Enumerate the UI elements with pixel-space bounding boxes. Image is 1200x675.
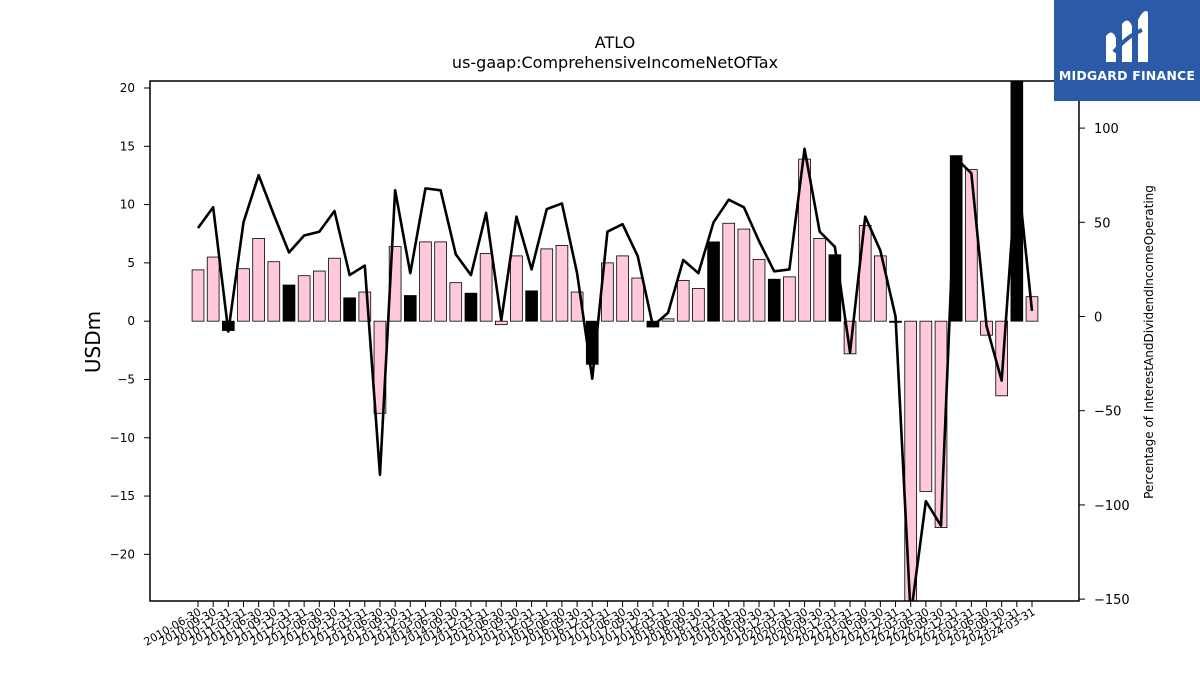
bar-2011-03-31 [237,268,250,322]
midgard-finance-logo: MIDGARD FINANCE [1054,0,1200,101]
bar-2018-09-30 [692,288,705,322]
bar-2020-09-30 [813,237,827,322]
bar-2016-06-30 [555,244,569,322]
bar-2012-12-31 [343,297,356,322]
bar-2010-09-30 [206,256,220,322]
y-tick-label: 20 [120,81,135,95]
bar-2015-03-31 [479,253,493,322]
bar-2020-12-31 [828,254,842,322]
y-tick-label: 15 [120,139,135,153]
bar-2011-09-30 [267,261,281,322]
y-tick-label: −10 [110,431,135,445]
bar-2019-09-30 [752,258,766,322]
chart-title: ATLO [595,33,635,52]
bar-2014-09-30 [449,282,463,322]
bar-2011-12-31 [282,284,296,322]
y-tick-label: 0 [127,314,135,328]
bar-2015-09-30 [510,255,523,322]
bar-2014-06-30 [434,241,447,322]
bar-2013-03-31 [358,291,372,322]
bar-2013-12-31 [403,295,417,322]
bar-2018-12-31 [707,241,720,322]
bar-2018-03-31 [661,318,675,322]
y-tick-label: −5 [117,372,135,386]
y-tick-label: −20 [110,547,135,561]
bar-2012-09-30 [328,257,341,322]
bar-2011-06-30 [252,237,265,322]
y2-tick-label: −150 [1094,593,1130,608]
bar-2017-06-30 [616,255,629,322]
y2-tick-label: 100 [1094,122,1119,137]
chart-subtitle: us-gaap:ComprehensiveIncomeNetOfTax [452,53,778,72]
y2-tick-label: 50 [1094,216,1111,231]
bar-2012-06-30 [312,270,326,322]
plot-frame [149,80,1080,602]
bar-2014-12-31 [464,292,478,322]
bar-2021-06-30 [858,225,872,322]
bar-2015-06-30 [494,320,508,326]
y2-tick-label: −100 [1094,499,1130,514]
y-tick-label: −15 [110,489,135,503]
bar-2016-03-31 [540,248,554,322]
y-axis-label: USDm [81,311,105,373]
logo-mark-icon [1106,11,1148,63]
bar-2015-12-31 [525,290,538,322]
bar-2022-09-30 [934,320,948,528]
bar-2023-03-31 [965,169,978,322]
bar-2010-06-30 [191,269,205,322]
y2-axis-label: Percentage of InterestAndDividendIncomeO… [1142,185,1156,499]
bar-2018-06-30 [676,279,690,322]
bar-2012-03-31 [297,275,311,322]
bar-2014-03-31 [419,241,432,322]
y-tick-label: 5 [127,256,135,270]
bar-2019-03-31 [722,222,736,322]
logo-text: MIDGARD FINANCE [1058,68,1196,83]
percentage-line [196,147,1034,601]
bar-2022-12-31 [949,155,963,322]
y2-tick-label: 0 [1094,311,1102,326]
bar-2019-12-31 [767,278,781,322]
y-tick-label: 10 [120,198,135,212]
bar-2022-06-30 [919,320,933,492]
bar-2020-03-31 [783,276,796,322]
y2-tick-label: −50 [1094,405,1121,420]
bar-2021-03-31 [843,320,857,355]
bar-2019-06-30 [737,228,751,322]
bar-2017-09-30 [631,277,645,322]
